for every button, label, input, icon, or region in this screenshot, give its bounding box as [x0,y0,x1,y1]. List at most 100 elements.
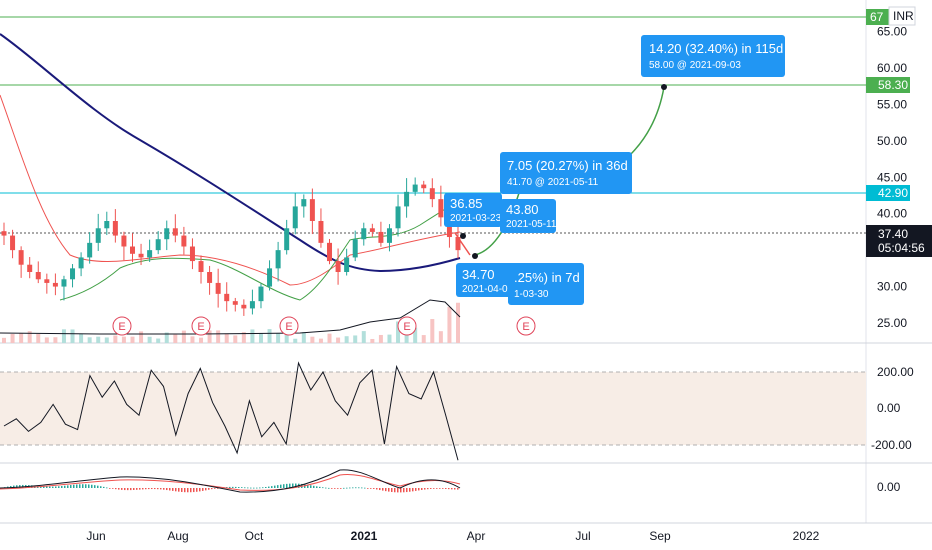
macd-hist-bar [439,488,441,489]
callout-big-target[interactable]: 14.20 (32.40%) in 115d 58.00 @ 2021-09-0… [641,35,785,77]
macd-hist-bar [433,488,435,489]
macd-hist-bar [364,487,366,489]
candle-body [104,221,110,229]
candle-body [155,239,161,251]
macd-hist-bar [46,486,48,488]
macd-hist-bar [142,488,144,490]
projection-point[interactable] [472,253,478,259]
macd-hist-bar [247,487,249,489]
volume-bar [96,336,101,343]
candle-body [438,199,444,218]
candle-body [181,235,187,247]
volume-bar [104,337,109,343]
earnings-marker[interactable]: E [279,316,299,336]
projection-point[interactable] [460,233,466,239]
time-axis[interactable]: Jun Aug Oct 2021 Apr Jul Sep 2022 [86,529,819,543]
earnings-marker[interactable]: E [516,316,536,336]
macd-hist-bar [307,484,309,488]
macd-hist-bar [292,483,294,488]
volume-bar [387,334,392,343]
macd-hist-bar [64,485,66,488]
macd-hist-bar [283,484,285,488]
macd-hist-bar [154,488,156,490]
volume-bar [456,302,460,343]
callout-target-mid[interactable]: 43.80 2021-05-11 [500,199,557,233]
volume-bar [87,337,92,343]
macd-hist-bar [151,488,153,490]
macd-hist-bar [340,488,342,489]
currency-label[interactable]: INR [888,6,916,26]
macd-hist-bar [262,487,264,489]
volume-bar [438,331,443,343]
svg-text:2021-03-23: 2021-03-23 [450,213,502,224]
svg-text:67: 67 [870,10,884,24]
price-tick-label: 30.00 [877,280,907,294]
earnings-marker[interactable]: E [112,316,132,336]
macd-hist-bar [391,488,393,492]
candle-body [369,228,375,232]
volume-moving-average [0,299,461,335]
candle-body [78,257,84,269]
macd-hist-bar [157,488,159,490]
callout-mid-target[interactable]: 7.05 (20.27%) in 36d 41.70 @ 2021-05-11 [500,152,632,194]
price-axis[interactable]: 65.0060.0055.0050.0045.0040.0035.0030.00… [877,25,907,330]
volume-bar [36,334,41,343]
macd-axis[interactable]: 0.00 [877,480,901,494]
earnings-marker[interactable]: E [397,316,417,336]
moving-average-fast [59,199,461,301]
macd-hist-bar [97,485,99,488]
volume-bar [250,329,255,343]
macd-hist-bar [289,483,291,488]
macd-hist-bar [187,488,189,493]
macd-hist-bar [181,488,183,492]
callout-entry-high[interactable]: 36.85 2021-03-23 [444,193,502,227]
svg-text:E: E [197,321,204,333]
candle-body [429,188,435,200]
volume-bar [370,338,375,343]
macd-hist-bar [178,488,180,492]
time-tick-label: Aug [167,529,188,543]
callout-drop[interactable]: .25%) in 7d 1-03-30 [508,263,584,305]
candle-body [44,279,50,283]
macd-hist-bar [361,487,363,489]
tag-resistance[interactable]: 42.90 [866,185,910,201]
cci-tick-label: 0.00 [877,401,901,415]
moving-average-mid [0,94,461,286]
macd-hist-bar [337,488,339,489]
candle-body [412,184,418,192]
callout-entry-low[interactable]: 34.70 2021-04-05 [456,263,514,297]
volume-bar [430,319,435,343]
tag-level-target[interactable]: 58.30 [866,77,910,93]
macd-hist-bar [424,488,426,490]
earnings-marker[interactable]: E [191,316,211,336]
time-tick-label: Oct [245,529,264,543]
macd-hist-bar [367,488,369,489]
macd-hist-bar [241,487,243,488]
macd-hist-bar [253,487,255,489]
candle-body [95,228,101,243]
macd-hist-bar [214,488,216,489]
macd-hist-bar [286,483,288,488]
macd-hist-bar [217,488,219,489]
macd-hist-bar [379,488,381,491]
tag-level-top[interactable]: 67 [866,9,890,25]
macd-hist-bar [277,485,279,488]
macd-hist-bar [355,487,357,489]
candle-body [172,228,178,236]
macd-hist-bar [55,486,57,488]
macd-hist-bar [58,486,60,488]
svg-text:.25%) in 7d: .25%) in 7d [514,270,580,285]
cci-tick-label: 200.00 [877,365,914,379]
cci-axis[interactable]: 200.00 0.00 -200.00 [871,365,914,452]
volume-bar [353,335,358,343]
macd-hist-bar [85,484,87,488]
macd-hist-bar [199,488,201,492]
candle-body [267,268,273,287]
volume-bar [61,329,66,343]
tag-last-price[interactable]: 37.40 05:04:56 [866,225,932,257]
volume-bar [156,338,161,343]
projection-point[interactable] [661,84,667,90]
candle-body [446,217,452,238]
macd-hist-bar [160,488,162,490]
